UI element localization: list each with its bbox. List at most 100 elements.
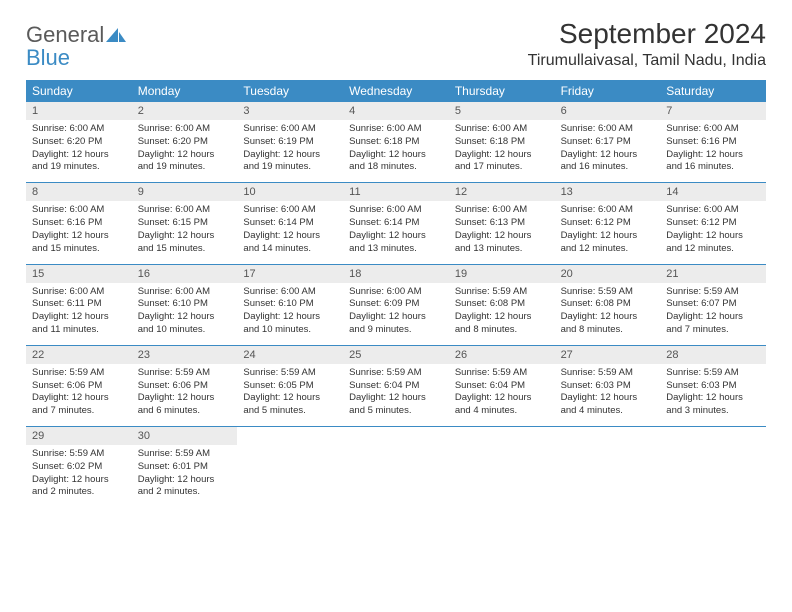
day-number: 5 — [449, 102, 555, 120]
day-details: Sunrise: 6:00 AMSunset: 6:20 PMDaylight:… — [132, 120, 238, 174]
day-number: 30 — [132, 427, 238, 445]
day-cell: .. — [343, 427, 449, 507]
day-number: 10 — [237, 183, 343, 201]
day-number: 6 — [555, 102, 661, 120]
day-cell: .. — [555, 427, 661, 507]
day-details: Sunrise: 5:59 AMSunset: 6:03 PMDaylight:… — [555, 364, 661, 418]
day-cell: 8Sunrise: 6:00 AMSunset: 6:16 PMDaylight… — [26, 183, 132, 263]
day-number: 19 — [449, 265, 555, 283]
day-cell: 14Sunrise: 6:00 AMSunset: 6:12 PMDayligh… — [660, 183, 766, 263]
day-details: Sunrise: 6:00 AMSunset: 6:14 PMDaylight:… — [343, 201, 449, 255]
dow-header: Thursday — [449, 80, 555, 102]
calendar-week: 15Sunrise: 6:00 AMSunset: 6:11 PMDayligh… — [26, 265, 766, 346]
day-cell: 20Sunrise: 5:59 AMSunset: 6:08 PMDayligh… — [555, 265, 661, 345]
day-cell: 3Sunrise: 6:00 AMSunset: 6:19 PMDaylight… — [237, 102, 343, 182]
day-details: Sunrise: 6:00 AMSunset: 6:15 PMDaylight:… — [132, 201, 238, 255]
dow-header: Wednesday — [343, 80, 449, 102]
day-details: Sunrise: 6:00 AMSunset: 6:14 PMDaylight:… — [237, 201, 343, 255]
day-cell: .. — [237, 427, 343, 507]
day-number: 25 — [343, 346, 449, 364]
day-number: 23 — [132, 346, 238, 364]
day-number: 20 — [555, 265, 661, 283]
day-details: Sunrise: 6:00 AMSunset: 6:18 PMDaylight:… — [449, 120, 555, 174]
calendar-week: 22Sunrise: 5:59 AMSunset: 6:06 PMDayligh… — [26, 346, 766, 427]
dow-header: Friday — [555, 80, 661, 102]
day-cell: .. — [449, 427, 555, 507]
day-cell: 30Sunrise: 5:59 AMSunset: 6:01 PMDayligh… — [132, 427, 238, 507]
day-number: 15 — [26, 265, 132, 283]
day-details: Sunrise: 6:00 AMSunset: 6:13 PMDaylight:… — [449, 201, 555, 255]
calendar-week: 29Sunrise: 5:59 AMSunset: 6:02 PMDayligh… — [26, 427, 766, 507]
day-cell: 6Sunrise: 6:00 AMSunset: 6:17 PMDaylight… — [555, 102, 661, 182]
day-number: 27 — [555, 346, 661, 364]
day-details: Sunrise: 5:59 AMSunset: 6:03 PMDaylight:… — [660, 364, 766, 418]
brand-logo: General Blue — [26, 18, 126, 69]
day-cell: 26Sunrise: 5:59 AMSunset: 6:04 PMDayligh… — [449, 346, 555, 426]
day-cell: 4Sunrise: 6:00 AMSunset: 6:18 PMDaylight… — [343, 102, 449, 182]
month-title: September 2024 — [528, 18, 766, 50]
dow-header: Sunday — [26, 80, 132, 102]
day-cell: 16Sunrise: 6:00 AMSunset: 6:10 PMDayligh… — [132, 265, 238, 345]
day-cell: 9Sunrise: 6:00 AMSunset: 6:15 PMDaylight… — [132, 183, 238, 263]
day-number: 7 — [660, 102, 766, 120]
day-cell: 29Sunrise: 5:59 AMSunset: 6:02 PMDayligh… — [26, 427, 132, 507]
day-details: Sunrise: 6:00 AMSunset: 6:16 PMDaylight:… — [26, 201, 132, 255]
day-number: 4 — [343, 102, 449, 120]
day-number: 22 — [26, 346, 132, 364]
sail-icon — [106, 29, 126, 46]
day-details: Sunrise: 6:00 AMSunset: 6:12 PMDaylight:… — [660, 201, 766, 255]
brand-word2: Blue — [26, 47, 126, 69]
day-details: Sunrise: 6:00 AMSunset: 6:09 PMDaylight:… — [343, 283, 449, 337]
day-number: 17 — [237, 265, 343, 283]
day-cell: 28Sunrise: 5:59 AMSunset: 6:03 PMDayligh… — [660, 346, 766, 426]
day-details: Sunrise: 6:00 AMSunset: 6:10 PMDaylight:… — [132, 283, 238, 337]
day-cell: 1Sunrise: 6:00 AMSunset: 6:20 PMDaylight… — [26, 102, 132, 182]
day-details: Sunrise: 5:59 AMSunset: 6:05 PMDaylight:… — [237, 364, 343, 418]
location-label: Tirumullaivasal, Tamil Nadu, India — [528, 52, 766, 70]
day-cell: 7Sunrise: 6:00 AMSunset: 6:16 PMDaylight… — [660, 102, 766, 182]
day-cell: .. — [660, 427, 766, 507]
dow-header: Tuesday — [237, 80, 343, 102]
day-number: 16 — [132, 265, 238, 283]
day-details: Sunrise: 5:59 AMSunset: 6:04 PMDaylight:… — [449, 364, 555, 418]
day-cell: 10Sunrise: 6:00 AMSunset: 6:14 PMDayligh… — [237, 183, 343, 263]
day-number: 1 — [26, 102, 132, 120]
day-details: Sunrise: 6:00 AMSunset: 6:18 PMDaylight:… — [343, 120, 449, 174]
day-number: 29 — [26, 427, 132, 445]
day-cell: 21Sunrise: 5:59 AMSunset: 6:07 PMDayligh… — [660, 265, 766, 345]
day-cell: 24Sunrise: 5:59 AMSunset: 6:05 PMDayligh… — [237, 346, 343, 426]
day-details: Sunrise: 6:00 AMSunset: 6:16 PMDaylight:… — [660, 120, 766, 174]
day-number: 24 — [237, 346, 343, 364]
dow-header-row: SundayMondayTuesdayWednesdayThursdayFrid… — [26, 80, 766, 102]
day-details: Sunrise: 5:59 AMSunset: 6:01 PMDaylight:… — [132, 445, 238, 499]
day-cell: 27Sunrise: 5:59 AMSunset: 6:03 PMDayligh… — [555, 346, 661, 426]
day-cell: 17Sunrise: 6:00 AMSunset: 6:10 PMDayligh… — [237, 265, 343, 345]
brand-word1: General — [26, 22, 104, 47]
dow-header: Monday — [132, 80, 238, 102]
day-cell: 19Sunrise: 5:59 AMSunset: 6:08 PMDayligh… — [449, 265, 555, 345]
day-cell: 11Sunrise: 6:00 AMSunset: 6:14 PMDayligh… — [343, 183, 449, 263]
day-number: 9 — [132, 183, 238, 201]
day-cell: 12Sunrise: 6:00 AMSunset: 6:13 PMDayligh… — [449, 183, 555, 263]
day-number: 8 — [26, 183, 132, 201]
day-number: 3 — [237, 102, 343, 120]
day-number: 11 — [343, 183, 449, 201]
day-number: 2 — [132, 102, 238, 120]
day-number: 21 — [660, 265, 766, 283]
day-cell: 13Sunrise: 6:00 AMSunset: 6:12 PMDayligh… — [555, 183, 661, 263]
day-details: Sunrise: 5:59 AMSunset: 6:06 PMDaylight:… — [26, 364, 132, 418]
day-details: Sunrise: 6:00 AMSunset: 6:10 PMDaylight:… — [237, 283, 343, 337]
day-details: Sunrise: 5:59 AMSunset: 6:08 PMDaylight:… — [449, 283, 555, 337]
day-cell: 18Sunrise: 6:00 AMSunset: 6:09 PMDayligh… — [343, 265, 449, 345]
day-number: 28 — [660, 346, 766, 364]
day-cell: 5Sunrise: 6:00 AMSunset: 6:18 PMDaylight… — [449, 102, 555, 182]
day-details: Sunrise: 5:59 AMSunset: 6:04 PMDaylight:… — [343, 364, 449, 418]
day-details: Sunrise: 5:59 AMSunset: 6:02 PMDaylight:… — [26, 445, 132, 499]
day-cell: 23Sunrise: 5:59 AMSunset: 6:06 PMDayligh… — [132, 346, 238, 426]
day-cell: 25Sunrise: 5:59 AMSunset: 6:04 PMDayligh… — [343, 346, 449, 426]
day-number: 26 — [449, 346, 555, 364]
day-number: 18 — [343, 265, 449, 283]
day-details: Sunrise: 5:59 AMSunset: 6:08 PMDaylight:… — [555, 283, 661, 337]
calendar-week: 8Sunrise: 6:00 AMSunset: 6:16 PMDaylight… — [26, 183, 766, 264]
calendar-week: 1Sunrise: 6:00 AMSunset: 6:20 PMDaylight… — [26, 102, 766, 183]
